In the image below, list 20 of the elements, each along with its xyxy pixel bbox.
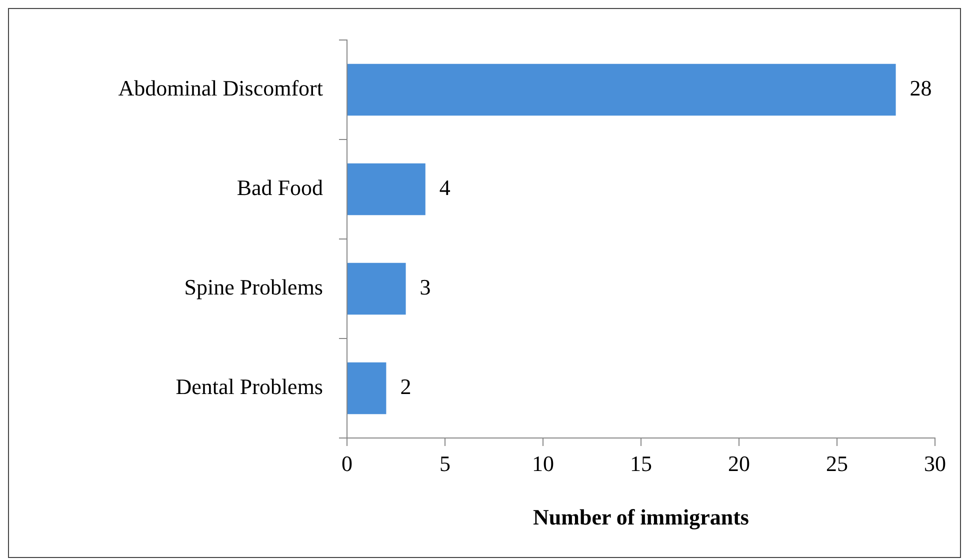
bar (348, 64, 896, 116)
x-tick-label: 20 (728, 450, 750, 476)
data-label: 2 (400, 374, 412, 400)
x-tick-label: 15 (630, 450, 652, 476)
x-tick-label: 5 (440, 450, 450, 476)
bar (348, 362, 386, 414)
x-tick-label: 25 (826, 450, 848, 476)
x-tick-label: 10 (532, 450, 554, 476)
data-label: 4 (439, 175, 450, 200)
x-axis-title: Number of immigrants (533, 504, 750, 530)
data-label: 28 (910, 76, 932, 101)
data-label: 3 (420, 274, 431, 300)
bar (348, 262, 406, 315)
bar (348, 163, 426, 216)
y-tick-label: Dental Problems (176, 374, 323, 400)
x-tick-label: 30 (924, 450, 946, 476)
y-tick-label: Spine Problems (184, 274, 323, 300)
y-tick-label: Abdominal Discomfort (118, 76, 323, 101)
x-tick-label: 0 (342, 450, 352, 476)
y-tick-label: Bad Food (236, 175, 323, 200)
